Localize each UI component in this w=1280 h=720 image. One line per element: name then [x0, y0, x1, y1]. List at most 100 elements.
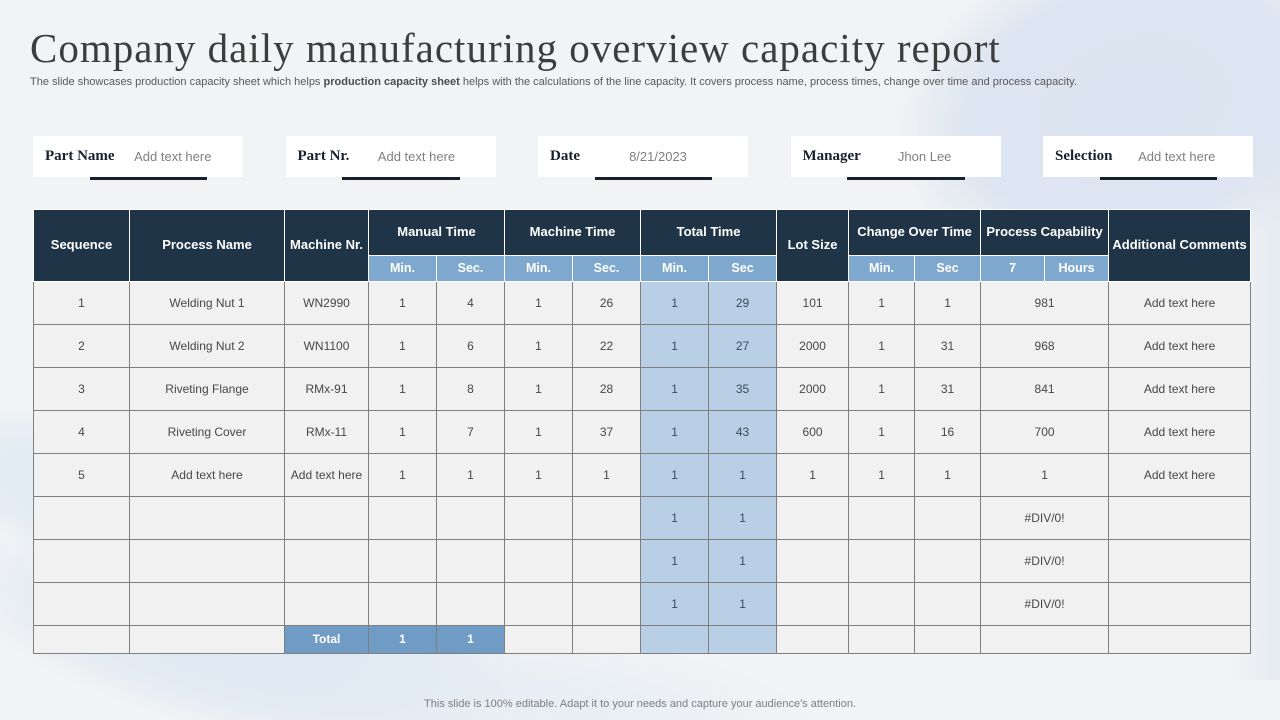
cell-manual-sec: [435, 582, 506, 626]
cell-process-capability: 981: [980, 281, 1110, 325]
cell-manual-sec: 7: [435, 410, 506, 454]
cell-machine-min: 1: [504, 410, 574, 454]
cell-process-name[interactable]: Add text here: [129, 453, 285, 497]
cell-change-min: [848, 539, 916, 583]
part-nr-value[interactable]: Add text here: [377, 149, 456, 164]
cell-sequence: [33, 539, 130, 583]
date-label: Date: [550, 148, 580, 164]
cell-lot-size: 600: [776, 410, 850, 454]
slide-subtitle: The slide showcases production capacity …: [30, 76, 1180, 88]
manager-field[interactable]: Manager Jhon Lee: [790, 136, 1001, 180]
cell-sequence: 3: [33, 367, 130, 411]
total-cell-comments: [1108, 625, 1252, 654]
cell-process-name: [129, 582, 285, 626]
date-value[interactable]: 8/21/2023: [629, 149, 687, 164]
cell-comments[interactable]: Add text here: [1108, 410, 1252, 454]
cell-machine-nr: RMx-91: [284, 367, 369, 411]
cell-comments[interactable]: Add text here: [1108, 281, 1252, 325]
cell-machine-nr: RMx-11: [284, 410, 369, 454]
cell-machine-sec: [572, 582, 642, 626]
table-row: 1 1 #DIV/0!: [33, 582, 1252, 626]
part-name-field[interactable]: Part Name Add text here: [33, 136, 243, 180]
table-row: 1 1 #DIV/0!: [33, 496, 1252, 540]
subtitle-post: helps with the calculations of the line …: [459, 76, 1077, 88]
cell-machine-nr: [284, 582, 369, 626]
header-machine-time: Machine Time: [504, 209, 642, 256]
subheader-machine-min: Min.: [504, 255, 574, 282]
cell-machine-sec: 28: [572, 367, 642, 411]
cell-change-sec: 1: [914, 453, 982, 497]
total-cell-machine-min: [504, 625, 574, 654]
selection-field[interactable]: Selection Add text here: [1043, 136, 1253, 180]
manager-value[interactable]: Jhon Lee: [897, 149, 952, 164]
header-process-name: Process Name: [129, 209, 285, 282]
cell-sequence: 4: [33, 410, 130, 454]
cell-manual-min: 1: [368, 281, 437, 325]
cell-machine-nr: WN1100: [284, 324, 369, 368]
header-lot-size: Lot Size: [776, 209, 850, 282]
cell-lot-size: 101: [776, 281, 850, 325]
cell-total-sec: 43: [708, 410, 778, 454]
table-body: 1 Welding Nut 1 WN2990 1 4 1 26 1 29 101 1 1 981 Add …: [33, 281, 1252, 654]
cell-lot-size: 1: [776, 453, 850, 497]
selection-value[interactable]: Add text here: [1138, 149, 1216, 164]
cell-change-min: [848, 582, 916, 626]
cell-comments: [1108, 539, 1252, 583]
subheader-machine-sec: Sec.: [572, 255, 642, 282]
cell-machine-nr: [284, 539, 369, 583]
part-nr-field[interactable]: Part Nr. Add text here: [285, 136, 496, 180]
cell-change-sec: [914, 496, 982, 540]
header-additional-comments: Additional Comments: [1108, 209, 1252, 282]
cell-total-min: 1: [640, 539, 710, 583]
cell-change-min: 1: [848, 367, 916, 411]
table-header-row: Sequence Process Name Machine Nr. Manual…: [33, 209, 1252, 282]
cell-process-name: Riveting Flange: [129, 367, 285, 411]
cell-machine-sec: [572, 539, 642, 583]
cell-machine-sec: 1: [572, 453, 642, 497]
cell-change-sec: 31: [914, 367, 982, 411]
cell-machine-sec: 37: [572, 410, 642, 454]
cell-total-min: 1: [640, 410, 710, 454]
cell-comments[interactable]: Add text here: [1108, 367, 1252, 411]
cell-process-capability: #DIV/0!: [980, 496, 1110, 540]
cell-total-sec: 1: [708, 453, 778, 497]
cell-manual-min: [368, 539, 437, 583]
cell-change-min: 1: [848, 410, 916, 454]
part-name-value[interactable]: Add text here: [134, 149, 212, 164]
cell-comments: [1108, 582, 1252, 626]
header-sequence: Sequence: [33, 209, 130, 282]
manager-label: Manager: [802, 148, 861, 164]
capacity-table: Sequence Process Name Machine Nr. Manual…: [33, 209, 1252, 654]
cell-change-sec: [914, 582, 982, 626]
cell-total-min: 1: [640, 582, 710, 626]
field-underline: [89, 177, 208, 180]
cell-process-name: Riveting Cover: [129, 410, 285, 454]
date-field[interactable]: Date 8/21/2023: [538, 136, 748, 180]
subtitle-bold: production capacity sheet: [323, 76, 460, 88]
cell-machine-min: 1: [504, 367, 574, 411]
field-underline: [342, 177, 460, 180]
cell-machine-nr: [284, 496, 369, 540]
part-nr-label: Part Nr.: [297, 148, 350, 164]
cell-lot-size: 2000: [776, 324, 850, 368]
subheader-total-sec: Sec: [708, 255, 778, 282]
selection-label: Selection: [1055, 148, 1113, 164]
field-row: Part Name Add text here Part Nr. Add tex…: [33, 136, 1253, 180]
total-cell-process-name: [129, 625, 285, 654]
cell-machine-min: [504, 539, 574, 583]
cell-manual-sec: 4: [435, 281, 506, 325]
cell-change-min: 1: [848, 324, 916, 368]
cell-sequence: 5: [33, 453, 130, 497]
cell-total-sec: 1: [708, 582, 778, 626]
cell-machine-min: 1: [504, 281, 574, 325]
subheader-change-sec: Sec: [914, 255, 982, 282]
cell-machine-sec: [572, 496, 642, 540]
cell-comments[interactable]: Add text here: [1108, 324, 1252, 368]
cell-machine-nr[interactable]: Add text here: [284, 453, 369, 497]
page-title: Company daily manufacturing overview cap…: [30, 25, 1001, 71]
subheader-change-min: Min.: [848, 255, 916, 282]
table-row: 4 Riveting Cover RMx-11 1 7 1 37 1 43 600 1 16 700 Ad…: [33, 410, 1252, 454]
cell-comments[interactable]: Add text here: [1108, 453, 1252, 497]
cell-change-sec: 1: [914, 281, 982, 325]
total-cell-total-sec: [708, 625, 778, 654]
